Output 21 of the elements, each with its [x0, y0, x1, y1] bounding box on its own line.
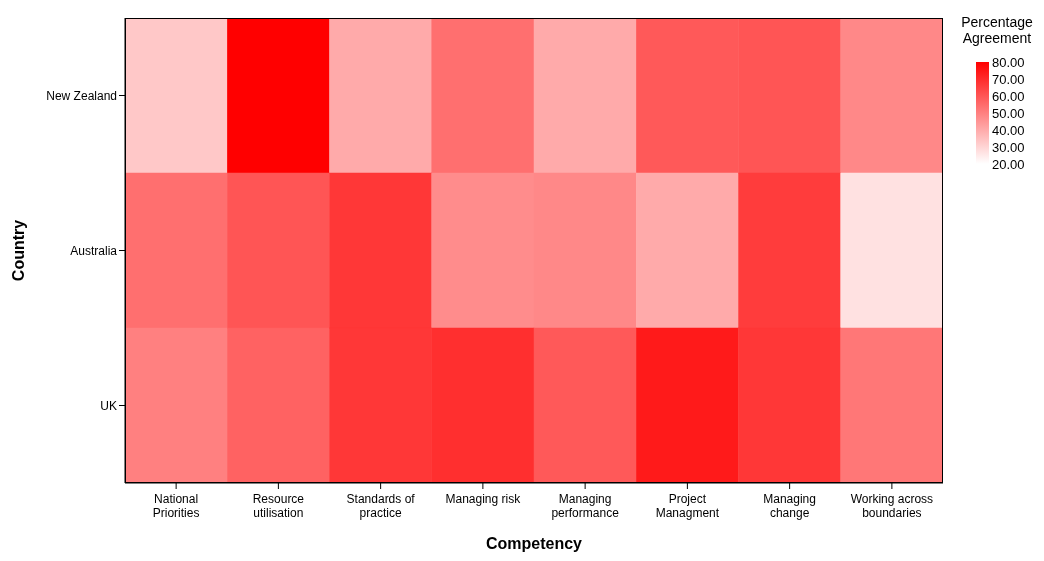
- color-bar-label: 60.00: [992, 88, 1025, 104]
- y-tick-label: UK: [100, 398, 117, 413]
- x-axis-title: Competency: [485, 535, 583, 552]
- color-bar-label: 70.00: [992, 71, 1025, 87]
- color-bar-label: 80.00: [992, 54, 1025, 70]
- x-tick-label: Managing change: [763, 492, 816, 520]
- x-tick-label: Standards of practice: [346, 492, 416, 520]
- y-tick-label: Australia: [70, 243, 118, 258]
- x-tick-label: National Priorities: [152, 492, 200, 520]
- color-bar-label: 50.00: [992, 105, 1025, 121]
- x-tick-label: Managing performance: [551, 492, 620, 520]
- x-tick-label: Resource utilisation: [252, 492, 305, 520]
- x-tick-label: Working across boundaries: [850, 492, 934, 520]
- color-bar-label: 20.00: [992, 156, 1025, 172]
- color-bar-label: 40.00: [992, 122, 1025, 138]
- legend-title: Percentage Agreement: [960, 14, 1034, 46]
- x-tick-label: Project Managment: [655, 492, 720, 520]
- y-axis-title: Country: [9, 219, 27, 282]
- color-bar-label: 30.00: [992, 139, 1025, 155]
- x-tick-label: Managing risk: [445, 492, 522, 506]
- y-tick-label: New Zealand: [46, 88, 117, 103]
